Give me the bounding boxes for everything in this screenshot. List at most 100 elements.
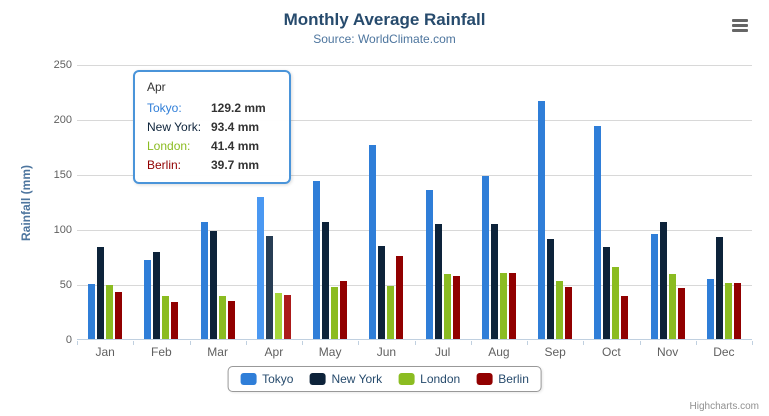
bar-london-oct[interactable] xyxy=(612,267,620,339)
legend-swatch-icon xyxy=(476,373,493,385)
bar-tokyo-jun[interactable] xyxy=(369,145,377,339)
bar-new-york-aug[interactable] xyxy=(490,224,498,339)
hamburger-bar xyxy=(732,24,748,27)
tooltip-rows: Tokyo: 129.2 mm New York: 93.4 mm London: 41.… xyxy=(147,99,279,175)
bar-berlin-mar[interactable] xyxy=(227,301,235,339)
bar-tokyo-jan[interactable] xyxy=(88,284,96,339)
x-axis-tick xyxy=(414,341,416,345)
bar-tokyo-nov[interactable] xyxy=(650,233,658,339)
x-axis-tick xyxy=(527,341,528,345)
bar-london-apr[interactable] xyxy=(274,293,282,339)
y-tick-label-200: 200 xyxy=(53,114,72,126)
bar-new-york-apr[interactable] xyxy=(265,236,273,339)
x-axis-tick xyxy=(245,341,247,345)
x-axis-tick xyxy=(470,341,472,345)
bar-tokyo-feb[interactable] xyxy=(144,260,152,339)
bar-berlin-aug[interactable] xyxy=(508,272,516,339)
bar-tokyo-dec[interactable] xyxy=(706,279,714,339)
bar-new-york-jul[interactable] xyxy=(434,223,442,339)
bar-new-york-dec[interactable] xyxy=(715,237,723,339)
x-tick-label-jul: Jul xyxy=(434,345,451,359)
bar-london-jan[interactable] xyxy=(106,285,114,339)
tooltip-series-label: Berlin: xyxy=(147,158,182,172)
credits-link[interactable]: Highcharts.com xyxy=(689,401,759,412)
hamburger-menu-icon[interactable] xyxy=(729,17,751,35)
x-axis-tick xyxy=(639,341,641,345)
legend-item-berlin[interactable]: Berlin xyxy=(476,372,529,386)
bar-tokyo-aug[interactable] xyxy=(481,175,489,339)
bar-new-york-jan[interactable] xyxy=(97,247,105,339)
bar-new-york-mar[interactable] xyxy=(209,230,217,339)
tooltip-row-new-york: New York: 93.4 mm xyxy=(147,118,279,137)
bar-new-york-jun[interactable] xyxy=(378,246,386,339)
y-tick-label-0: 0 xyxy=(65,334,72,346)
legend-label: London xyxy=(420,372,461,386)
legend-item-tokyo[interactable]: Tokyo xyxy=(240,372,293,386)
bar-berlin-apr[interactable] xyxy=(283,295,291,339)
legend-label: New York xyxy=(331,372,383,386)
bar-berlin-jun[interactable] xyxy=(396,255,404,339)
gridline-250 xyxy=(77,65,752,66)
x-tick-label-aug: Aug xyxy=(488,345,510,359)
bar-new-york-may[interactable] xyxy=(322,222,330,339)
y-tick-label-250: 250 xyxy=(53,59,72,71)
tooltip-header: Apr xyxy=(147,80,166,94)
y-axis-title: Rainfall (mm) xyxy=(19,165,33,242)
legend-item-new-york[interactable]: New York xyxy=(309,372,382,386)
chart-title: Monthly Average Rainfall xyxy=(283,10,486,29)
x-axis-tick xyxy=(583,341,585,345)
tooltip: Apr Tokyo: 129.2 mm New York: 93.4 mm London… xyxy=(133,70,291,184)
bar-new-york-oct[interactable] xyxy=(603,247,611,339)
gridline-50 xyxy=(77,285,752,286)
x-axis-tick xyxy=(302,341,303,345)
bar-london-nov[interactable] xyxy=(668,273,676,339)
bar-new-york-sep[interactable] xyxy=(547,238,555,339)
tooltip-series-value: 93.4 mm xyxy=(211,120,260,134)
bar-tokyo-mar[interactable] xyxy=(200,221,208,339)
bar-tokyo-jul[interactable] xyxy=(425,189,433,339)
bar-berlin-oct[interactable] xyxy=(621,296,629,339)
bar-london-mar[interactable] xyxy=(218,295,226,339)
bar-tokyo-may[interactable] xyxy=(313,180,321,339)
tooltip-row-tokyo: Tokyo: 129.2 mm xyxy=(147,99,279,118)
bar-new-york-feb[interactable] xyxy=(153,252,161,339)
y-tick-label-150: 150 xyxy=(53,169,72,181)
legend-label: Berlin xyxy=(498,372,529,386)
bar-london-sep[interactable] xyxy=(556,281,564,339)
bar-london-jun[interactable] xyxy=(387,285,395,339)
x-tick-label-jan: Jan xyxy=(95,345,115,359)
gridline-200 xyxy=(77,120,752,121)
legend-item-london[interactable]: London xyxy=(398,372,460,386)
bar-london-aug[interactable] xyxy=(499,273,507,339)
x-axis-tick xyxy=(695,341,697,345)
bar-london-may[interactable] xyxy=(331,287,339,339)
x-axis-tick xyxy=(358,341,360,345)
tooltip-series-label: New York: xyxy=(147,120,202,134)
bar-berlin-nov[interactable] xyxy=(677,287,685,339)
plot-area xyxy=(77,65,752,340)
bar-berlin-may[interactable] xyxy=(340,281,348,339)
bar-berlin-jan[interactable] xyxy=(115,292,123,339)
bar-berlin-dec[interactable] xyxy=(733,282,741,339)
x-axis-tick xyxy=(133,341,135,345)
bar-london-feb[interactable] xyxy=(162,296,170,339)
bar-london-jul[interactable] xyxy=(443,274,451,339)
legend-label: Tokyo xyxy=(262,372,294,386)
tooltip-series-label: London: xyxy=(147,139,191,153)
bar-berlin-sep[interactable] xyxy=(565,286,573,339)
bar-tokyo-oct[interactable] xyxy=(594,125,602,339)
hamburger-bar xyxy=(732,19,748,22)
gridline-150 xyxy=(77,175,752,176)
bar-london-dec[interactable] xyxy=(724,282,732,339)
gridline-100 xyxy=(77,230,752,231)
legend-swatch-icon xyxy=(398,373,415,385)
x-axis-tick xyxy=(189,341,191,345)
tooltip-series-value: 129.2 mm xyxy=(211,101,266,115)
bar-tokyo-apr[interactable] xyxy=(256,196,264,339)
bar-tokyo-sep[interactable] xyxy=(538,100,546,339)
bar-berlin-jul[interactable] xyxy=(452,275,460,339)
tooltip-series-label: Tokyo: xyxy=(147,101,182,115)
bar-berlin-feb[interactable] xyxy=(171,302,179,339)
bar-new-york-nov[interactable] xyxy=(659,221,667,339)
